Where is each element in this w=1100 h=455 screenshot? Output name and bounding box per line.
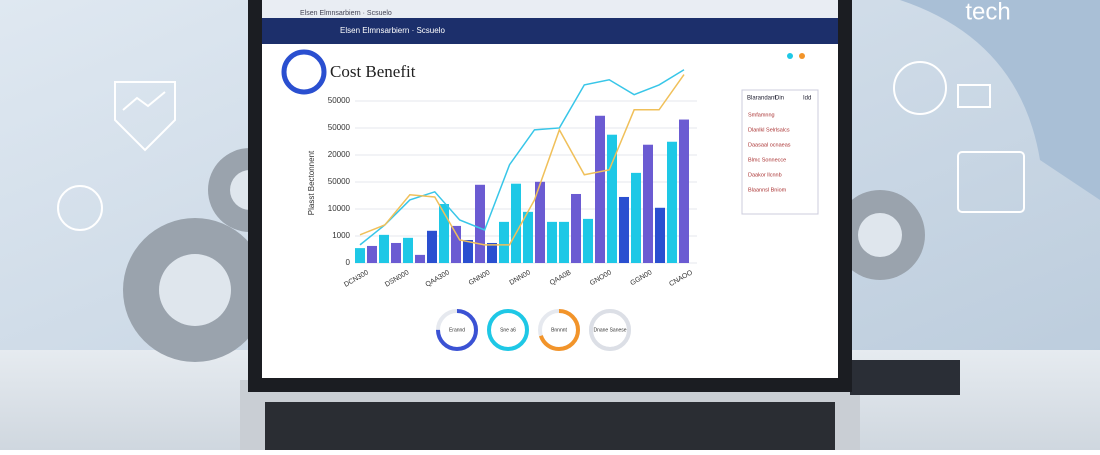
table-header: Idd [803,96,811,102]
bar [607,134,617,263]
line [359,74,685,246]
bar [391,242,401,263]
dot [799,53,805,59]
nav-title: Elsen Elmnsarbiern · Scsuelo [340,26,445,35]
bar [679,119,689,264]
nav-bar[interactable] [262,18,838,44]
table-row: Daakor llcnnb [748,172,782,178]
bar [487,242,497,263]
y-tick-label: 50000 [328,177,351,186]
bar [499,221,509,263]
bar [595,115,605,264]
y-tick-label: 1000 [332,231,350,240]
bar [583,218,593,263]
donut-arc [589,309,631,351]
bar [559,221,569,263]
table-row: Blmc Sonnecce [748,157,786,163]
bar [643,144,653,263]
icons [57,61,1025,231]
page-title: Cost Benefit [330,62,416,81]
logo [281,49,327,95]
table-row: Smfamnng [748,112,775,118]
bar [523,211,533,263]
table-row: Daasaal ocnaeas [748,142,791,148]
y-tick-label: 20000 [328,150,351,159]
bar [451,225,461,263]
bar [667,141,677,263]
bar [475,184,485,263]
brand: tech [965,0,1010,25]
bar [403,237,413,263]
bar [547,221,557,263]
bar [367,245,377,263]
bar [415,254,425,263]
table-row: Dlanlkl Selrlsalcs [748,127,790,133]
y-tick-label: 10000 [328,204,351,213]
bar [571,193,581,263]
table-header: Din [775,96,784,102]
table-header: Blarandant [747,96,776,102]
dot [787,53,793,59]
donut-arc [487,309,529,351]
bar [619,196,629,263]
bar [427,230,437,263]
donut-label: Dnane Sanese [593,327,626,333]
bar [655,207,665,263]
bar [355,248,365,263]
bar [535,181,545,263]
line [359,69,685,246]
y-tick-label: 50000 [328,96,351,105]
donut-label: Bnnnnt [551,327,567,333]
y-tick-label: 0 [346,258,351,267]
table-row: Blaannsl Bniom [748,187,787,193]
bar [439,203,449,263]
bar [631,172,641,263]
y-tick-label: 50000 [328,123,351,132]
device [850,360,960,395]
bar [463,239,473,263]
bar [511,183,521,263]
donut-label: Sne a6 [500,327,516,333]
donut-label: Erannd [449,327,465,333]
table-card [741,89,819,215]
browser-bar [262,0,838,18]
keyboard [265,402,835,450]
bar [379,234,389,263]
donut-arc [436,309,478,351]
browser-url: Elsen Elmnsarbiern · Scsuelo [300,10,392,17]
donut-arc [538,309,580,351]
y-axis-title: Plasst Bectonnent [307,150,316,215]
blob [900,0,1100,200]
